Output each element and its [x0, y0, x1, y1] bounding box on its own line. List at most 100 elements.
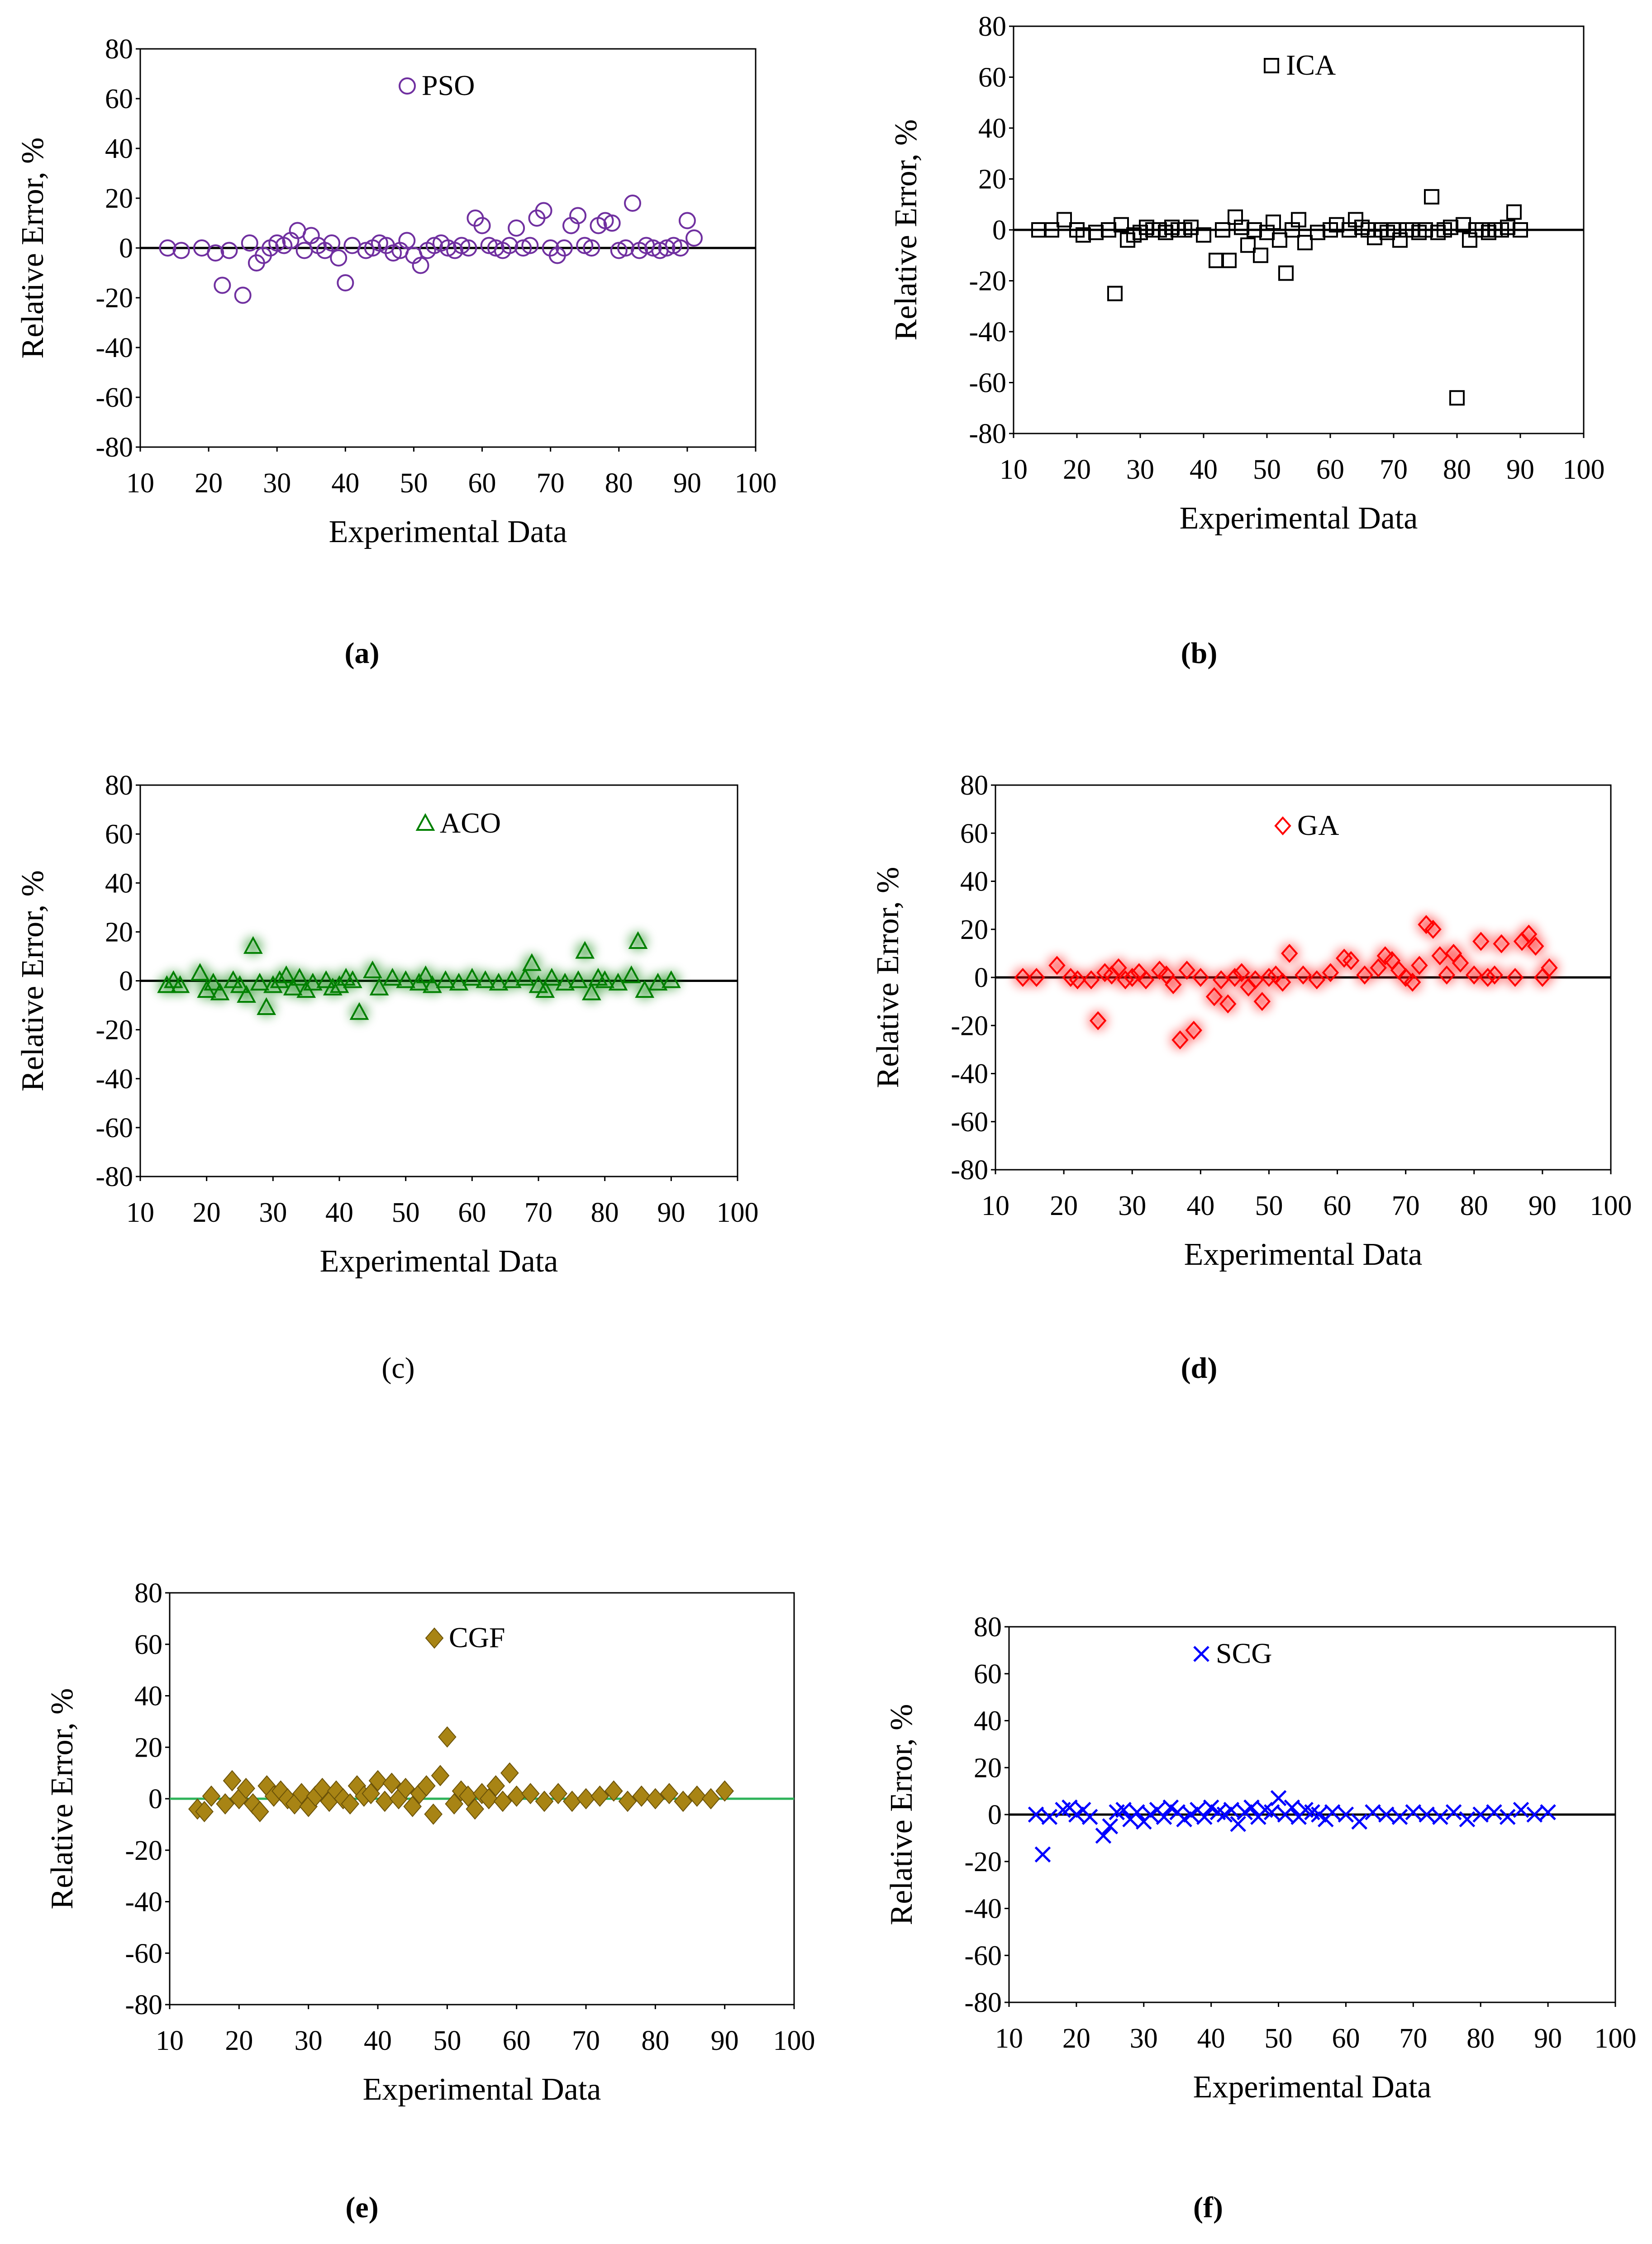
y-tick-label: 80: [960, 770, 988, 801]
data-point: [595, 970, 615, 988]
data-point: [362, 960, 382, 978]
x-tick-label: 50: [433, 2025, 461, 2056]
data-point: [449, 972, 469, 991]
x-tick-label: 90: [1534, 2023, 1562, 2054]
data-point: [1034, 1846, 1051, 1863]
glow-blob: [582, 984, 601, 1002]
data-point: [715, 1780, 734, 1802]
x-tick-label: 70: [1392, 1191, 1420, 1221]
data-point: [1540, 1804, 1556, 1820]
data-point: [678, 212, 696, 229]
data-point: [250, 972, 270, 991]
y-tick-label: 20: [105, 917, 133, 948]
data-point: [1322, 963, 1339, 982]
data-point: [1260, 967, 1278, 987]
data-point: [398, 232, 416, 249]
data-point: [424, 1803, 443, 1825]
data-point: [535, 202, 552, 219]
data-point: [1171, 1030, 1189, 1050]
data-point: [214, 276, 231, 294]
data-point: [1310, 224, 1325, 240]
data-point: [1418, 915, 1435, 934]
data-point: [1114, 217, 1129, 233]
data-point: [1405, 1804, 1422, 1820]
data-point: [1057, 212, 1072, 228]
data-point: [1266, 214, 1281, 230]
data-point: [1223, 1801, 1240, 1818]
x-tick-label: 60: [1316, 454, 1344, 485]
y-tick-label: -40: [964, 1894, 1002, 1925]
data-point: [1176, 1811, 1192, 1828]
legend-label: PSO: [422, 69, 475, 101]
glow-blob: [1178, 961, 1196, 980]
data-point: [1028, 1806, 1044, 1823]
data-point: [303, 972, 323, 991]
glow-blob: [635, 981, 654, 1000]
data-point: [1069, 970, 1086, 990]
panel-caption: (b): [1181, 637, 1218, 670]
glow-blob: [237, 986, 256, 1005]
data-point: [555, 239, 573, 257]
data-point: [382, 1772, 401, 1794]
y-axis-title: Relative Error, %: [871, 867, 905, 1088]
glow-blob: [1321, 963, 1340, 982]
x-tick-label: 50: [1255, 1191, 1283, 1221]
x-tick-label: 100: [735, 468, 777, 499]
data-point: [422, 975, 442, 993]
x-tick-label: 20: [1062, 2023, 1090, 2054]
glow-blob: [191, 964, 209, 983]
y-tick-label: 40: [105, 133, 133, 164]
x-tick-label: 50: [400, 468, 428, 499]
glow-blob: [257, 998, 276, 1017]
data-point: [1230, 1815, 1246, 1832]
data-point: [1028, 967, 1045, 987]
data-point: [323, 977, 343, 996]
data-point: [1183, 1806, 1199, 1823]
x-tick-label: 50: [1253, 454, 1281, 485]
y-tick-label: 40: [960, 867, 988, 897]
data-point: [1338, 1806, 1354, 1823]
x-tick-label: 30: [259, 1197, 287, 1228]
data-point: [1221, 253, 1237, 268]
data-point: [216, 1793, 234, 1815]
glow-blob: [1191, 968, 1210, 986]
data-point: [243, 936, 263, 954]
data-point: [1311, 1806, 1327, 1823]
data-point: [436, 970, 456, 988]
y-tick-label: 40: [105, 868, 133, 899]
data-point: [1513, 222, 1528, 238]
glow-blob: [1014, 968, 1032, 986]
x-axis-title: Experimental Data: [363, 2072, 601, 2107]
data-point: [330, 249, 348, 267]
x-axis-title: Experimental Data: [329, 515, 567, 549]
data-point: [1095, 1827, 1112, 1844]
data-point: [1284, 1799, 1300, 1816]
glow-blob: [1089, 1011, 1107, 1030]
data-point: [632, 1785, 651, 1807]
glow-blob: [1294, 966, 1312, 984]
data-point: [576, 1788, 595, 1810]
data-point: [431, 1765, 450, 1787]
glow-blob: [1403, 973, 1422, 991]
y-tick-label: -80: [125, 1990, 162, 2020]
glow-blob: [1431, 947, 1449, 965]
data-point: [581, 982, 601, 1001]
chart-panel-b: 80 60 40 20 0 -20 -40 -60 -80 10 20 30 40 50 60 70 80 90 1…: [889, 11, 1605, 670]
data-point: [646, 1788, 665, 1810]
x-tick-label: 70: [1399, 2023, 1427, 2054]
data-point: [1424, 189, 1439, 205]
data-point: [163, 970, 183, 988]
data-point: [1391, 1809, 1408, 1825]
data-point: [460, 239, 477, 257]
data-point: [661, 970, 681, 988]
data-point: [476, 970, 495, 988]
y-tick-label: -60: [951, 1107, 988, 1138]
data-point: [1233, 963, 1250, 982]
x-axis-title: Experimental Data: [1180, 501, 1418, 536]
glow-blob: [1233, 963, 1251, 982]
data-point: [438, 1726, 457, 1748]
legend-marker: [1274, 816, 1291, 836]
panel-caption: (d): [1181, 1352, 1218, 1385]
data-point: [1541, 958, 1558, 977]
glow-blob: [569, 972, 587, 990]
